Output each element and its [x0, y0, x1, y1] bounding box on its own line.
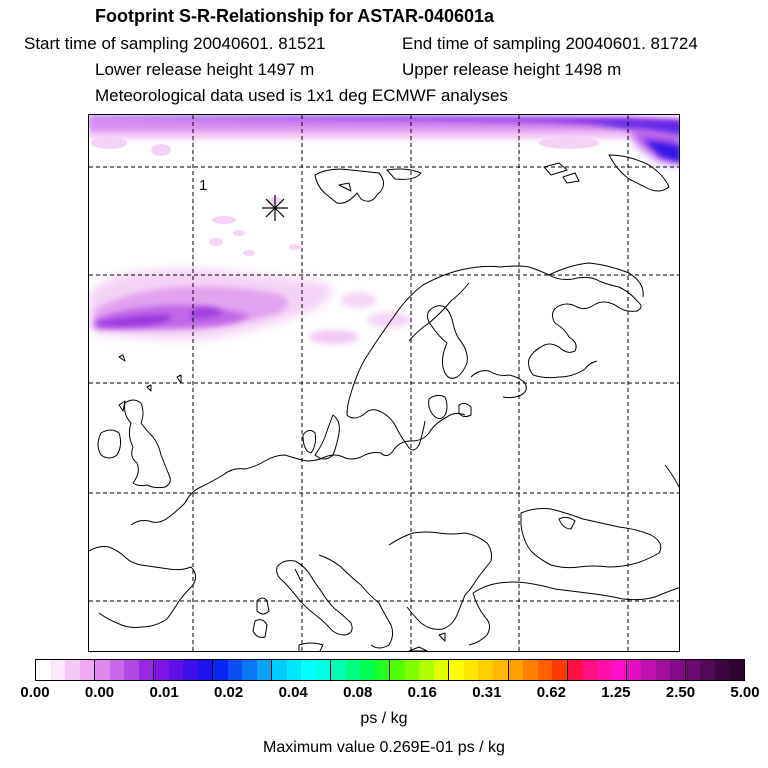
map-canvas: 1 — [89, 115, 679, 651]
colorbar-segment — [168, 660, 184, 680]
receptor-asterisk-marker — [262, 195, 288, 221]
map-title: Footprint S-R-Relationship for ASTAR-040… — [95, 6, 495, 26]
colorbar-segment — [213, 660, 228, 680]
colorbar-segment — [611, 660, 627, 680]
end-time-label: End time of sampling 20040601. 81724 — [402, 34, 698, 53]
colorbar-segment — [197, 660, 214, 680]
colorbar-tick-label: 0.01 — [149, 684, 179, 701]
colorbar-segment — [567, 660, 583, 680]
colorbar-segment — [301, 660, 316, 680]
receptor-label: 1 — [199, 177, 207, 194]
colorbar-segment — [714, 660, 730, 680]
colorbar-segment — [286, 660, 302, 680]
colorbar-tick-label: 0.31 — [472, 684, 502, 701]
colorbar-segment — [433, 660, 450, 680]
colorbar-segment — [390, 660, 405, 680]
colorbar-segment — [242, 660, 257, 680]
colorbar-segment — [419, 660, 434, 680]
colorbar-segment — [256, 660, 273, 680]
colorbar-tick-label: 0.08 — [343, 684, 373, 701]
colorbar-segment — [478, 660, 493, 680]
colorbar-tick-label: 5.00 — [730, 684, 760, 701]
start-time-label: Start time of sampling 20040601. 81521 — [24, 34, 326, 53]
colorbar-segment — [272, 660, 287, 680]
colorbar-segment — [65, 660, 80, 680]
colorbar-segment — [227, 660, 243, 680]
colorbar-tick-label: 0.00 — [20, 684, 50, 701]
colorbar-segment — [374, 660, 391, 680]
colorbar-segment — [315, 660, 332, 680]
colorbar-segment — [95, 660, 110, 680]
colorbar-segment — [138, 660, 155, 680]
colorbar-segment — [626, 660, 642, 680]
colorbar-segment — [331, 660, 346, 680]
footprint-map[interactable]: 1 — [88, 114, 680, 652]
colorbar-segment — [345, 660, 361, 680]
colorbar-tick-label: 2.50 — [665, 684, 696, 701]
plume-scatter — [209, 197, 301, 256]
colorbar-segment — [552, 660, 568, 680]
colorbar-segment — [404, 660, 420, 680]
colorbar-tick-label: 0.62 — [536, 684, 566, 701]
plume-top-band — [89, 116, 679, 165]
colorbar — [35, 659, 745, 681]
colorbar-tick-label: 0.16 — [407, 684, 437, 701]
colorbar-tick-label: 0.00 — [84, 684, 115, 701]
colorbar-segment — [449, 660, 464, 680]
colorbar-segment — [700, 660, 715, 680]
colorbar-segment — [124, 660, 139, 680]
colorbar-segment — [596, 660, 612, 680]
colorbar-ticks: 0.00 0.00 0.01 0.02 0.04 0.08 0.16 0.31 0.62 1.25… — [0, 684, 768, 704]
colorbar-tick-label: 0.04 — [278, 684, 308, 701]
maximum-value-label: Maximum value 0.269E-01 ps / kg — [263, 739, 505, 756]
colorbar-segment — [655, 660, 671, 680]
colorbar-segment — [492, 660, 509, 680]
plume-main — [89, 268, 411, 344]
colorbar-segment — [50, 660, 66, 680]
colorbar-segment — [109, 660, 125, 680]
colorbar-segment — [79, 660, 96, 680]
colorbar-tick-label: 0.02 — [214, 684, 244, 701]
meteorological-data-label: Meteorological data used is 1x1 deg ECMW… — [95, 86, 508, 105]
colorbar-segment — [685, 660, 701, 680]
colorbar-segment — [463, 660, 479, 680]
colorbar-segment — [582, 660, 597, 680]
colorbar-segment — [641, 660, 656, 680]
coastlines — [89, 154, 679, 651]
upper-release-height-label: Upper release height 1498 m — [402, 60, 622, 79]
colorbar-segment — [360, 660, 375, 680]
colorbar-segment — [183, 660, 198, 680]
colorbar-unit: ps / kg — [360, 710, 408, 727]
graticule — [89, 115, 679, 651]
colorbar-segment — [523, 660, 538, 680]
colorbar-segment — [508, 660, 524, 680]
colorbar-segment — [36, 660, 51, 680]
colorbar-segment — [670, 660, 686, 680]
colorbar-segment — [154, 660, 169, 680]
colorbar-segment — [537, 660, 553, 680]
colorbar-tick-label: 1.25 — [601, 684, 631, 701]
colorbar-segment — [729, 660, 744, 680]
lower-release-height-label: Lower release height 1497 m — [95, 60, 315, 79]
